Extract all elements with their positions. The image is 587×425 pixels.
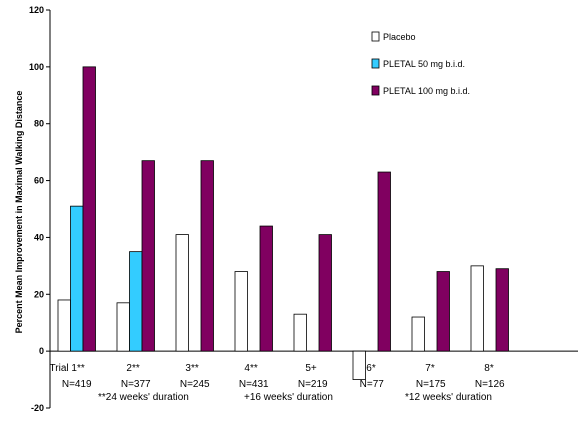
n-label: N=175 — [416, 379, 446, 390]
category-label: 6* — [366, 363, 376, 374]
legend-label: PLETAL 50 mg b.i.d. — [383, 59, 465, 69]
duration-note-16: +16 weeks' duration — [244, 392, 333, 403]
bar-pletal-100-4 — [259, 225, 273, 352]
bar-placebo-2 — [116, 302, 130, 352]
category-label: 5+ — [305, 363, 317, 374]
bar-pletal-50-1 — [70, 205, 84, 352]
legend-swatch — [371, 85, 380, 96]
y-axis-label: Percent Mean Improvement in Maximal Walk… — [14, 91, 24, 334]
bar-placebo-6 — [352, 350, 366, 380]
bar-placebo-8 — [470, 265, 484, 352]
category-label: 4** — [244, 363, 257, 374]
bar-placebo-3 — [175, 234, 189, 352]
bar-pletal-100-1 — [82, 66, 96, 352]
bar-placebo-7 — [411, 316, 425, 352]
category-label: Trial 1** — [50, 363, 85, 374]
n-label: N=77 — [360, 379, 385, 390]
legend-label: PLETAL 100 mg b.i.d. — [383, 86, 470, 96]
legend-swatch — [371, 31, 380, 42]
n-label: N=419 — [62, 379, 92, 390]
n-label: N=219 — [298, 379, 328, 390]
y-tick-label: 0 — [39, 346, 44, 356]
y-tick-label: 20 — [34, 289, 44, 299]
bar-placebo-4 — [234, 271, 248, 352]
legend-label: Placebo — [383, 32, 416, 42]
duration-note-12: *12 weeks' duration — [405, 392, 492, 403]
bar-placebo-5 — [293, 313, 307, 352]
y-tick-label: 40 — [34, 232, 44, 242]
y-tick-label: 60 — [34, 176, 44, 186]
y-axis: -20 0 20 40 60 80 100 120 — [29, 5, 578, 413]
category-label: 2** — [126, 363, 139, 374]
n-label: N=245 — [180, 379, 210, 390]
bar-pletal-100-6 — [377, 171, 391, 352]
bars — [57, 66, 509, 380]
bar-pletal-100-7 — [436, 271, 450, 352]
legend-swatch — [371, 58, 380, 69]
category-label: 7* — [425, 363, 435, 374]
y-tick-label: 100 — [29, 62, 44, 72]
y-tick-label: -20 — [31, 403, 44, 413]
category-label: 3** — [185, 363, 198, 374]
bar-pletal-100-8 — [495, 268, 509, 352]
n-label: N=377 — [121, 379, 151, 390]
category-label: 8* — [484, 363, 494, 374]
bar-pletal-50-2 — [129, 251, 143, 352]
n-label: N=126 — [475, 379, 505, 390]
n-label: N=431 — [239, 379, 269, 390]
bar-placebo-1 — [57, 299, 71, 352]
y-tick-label: 80 — [34, 119, 44, 129]
bar-pletal-100-5 — [318, 234, 332, 352]
bar-pletal-100-2 — [141, 160, 155, 352]
y-tick-label: 120 — [29, 5, 44, 15]
bar-pletal-100-3 — [200, 160, 214, 352]
legend: Placebo PLETAL 50 mg b.i.d. PLETAL 100 mg … — [371, 31, 470, 96]
duration-note-24: **24 weeks' duration — [98, 392, 189, 403]
x-axis-labels: Trial 1** N=419 2** N=377 3** N=245 4** N=431 5+… — [50, 363, 506, 390]
